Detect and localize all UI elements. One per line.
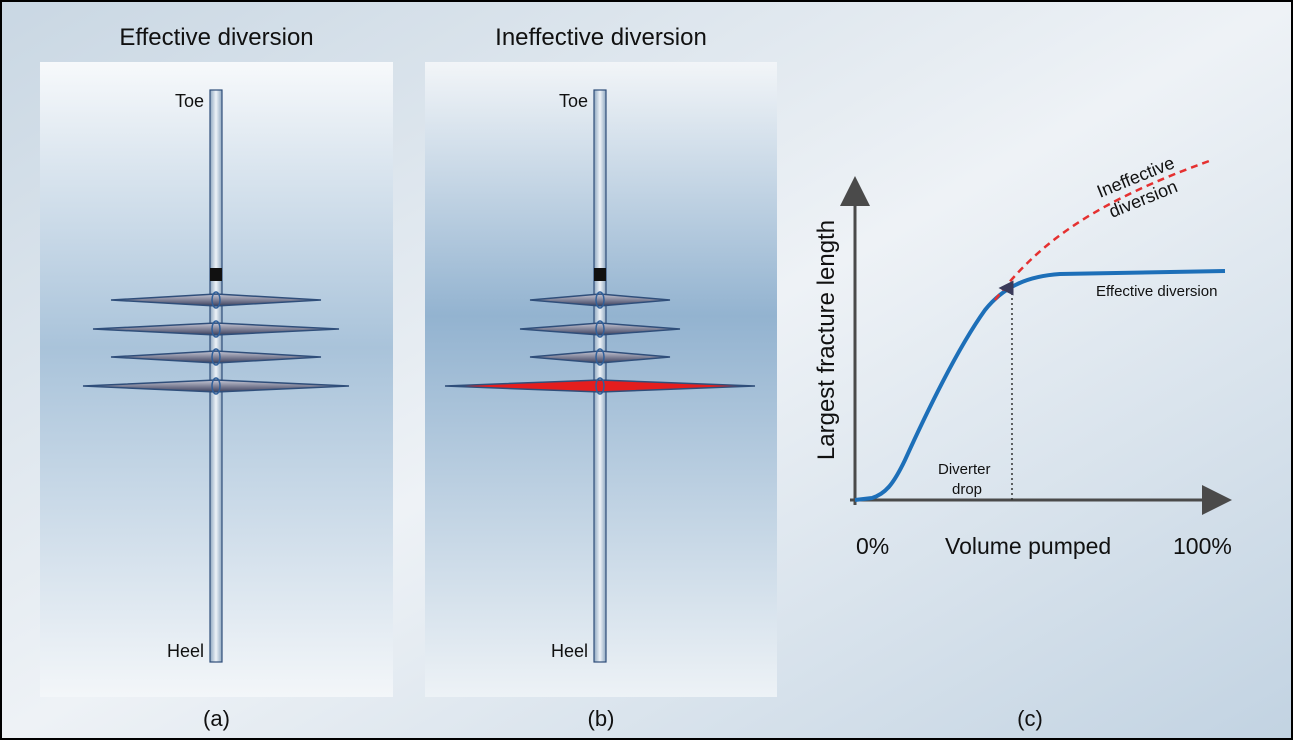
panel-title: Ineffective diversion (495, 24, 707, 51)
marker-label: Diverter (938, 461, 991, 478)
toe-label: Toe (559, 91, 588, 111)
plug (210, 268, 222, 281)
heel-label: Heel (167, 641, 204, 661)
panel-title: Effective diversion (119, 24, 313, 51)
pipe (210, 90, 222, 662)
caption: (c) (1017, 706, 1043, 731)
marker-label: drop (952, 481, 982, 498)
effective-label: Effective diversion (1096, 283, 1217, 300)
toe-label: Toe (175, 91, 204, 111)
caption: (a) (203, 706, 230, 731)
pipe (594, 90, 606, 662)
figure: Effective diversion Toe Heel (a) Ineffective… (0, 0, 1293, 740)
heel-label: Heel (551, 641, 588, 661)
caption: (b) (588, 706, 615, 731)
y-label: Largest fracture length (813, 220, 840, 460)
x-start: 0% (856, 533, 889, 559)
x-end: 100% (1173, 533, 1232, 559)
x-label: Volume pumped (945, 533, 1111, 559)
plug (594, 268, 606, 281)
